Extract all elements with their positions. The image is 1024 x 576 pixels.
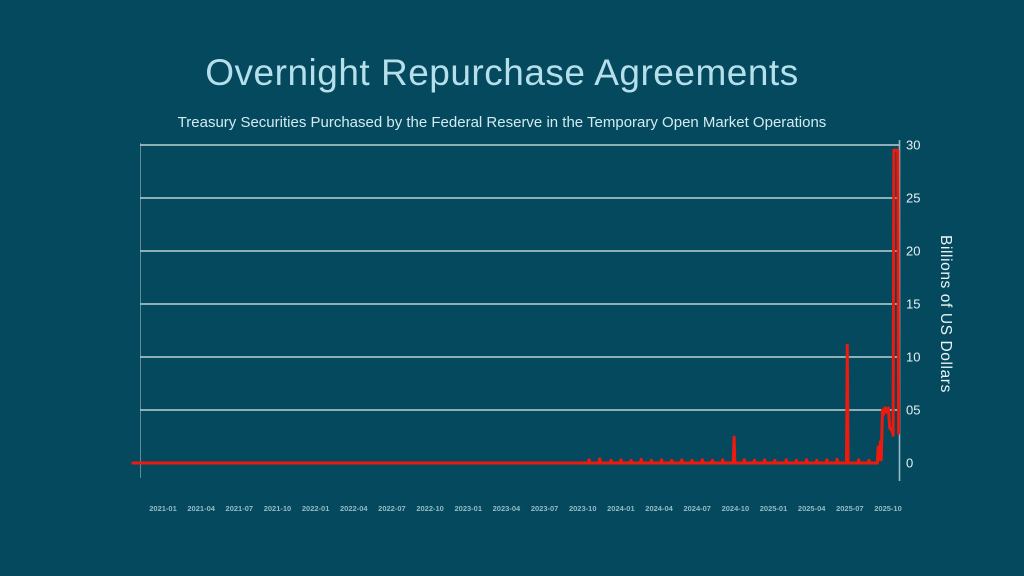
chart-title: Overnight Repurchase Agreements [205, 52, 799, 93]
y-tick-label: 05 [906, 403, 920, 418]
x-tick-label: 2021-01 [149, 504, 177, 513]
y-tick-label: 0 [906, 456, 913, 471]
y-tick-label: 25 [906, 191, 920, 206]
x-tick-label: 2023-07 [531, 504, 559, 513]
y-axis-title: Billions of US Dollars [937, 235, 954, 393]
x-tick-label: 2023-10 [569, 504, 597, 513]
x-tick-label: 2025-01 [760, 504, 788, 513]
x-tick-label: 2025-10 [874, 504, 902, 513]
x-tick-label: 2021-07 [226, 504, 254, 513]
chart-subtitle: Treasury Securities Purchased by the Fed… [177, 114, 827, 131]
data-line-series [131, 148, 901, 465]
x-tick-label: 2021-10 [264, 504, 292, 513]
x-tick-label: 2021-04 [187, 504, 215, 513]
y-tick-label: 15 [906, 297, 920, 312]
x-tick-label: 2022-01 [302, 504, 330, 513]
x-tick-label: 2025-04 [798, 504, 826, 513]
x-tick-label: 2023-01 [454, 504, 482, 513]
x-tick-label: 2022-10 [416, 504, 444, 513]
x-tick-label: 2022-07 [378, 504, 406, 513]
x-tick-label: 2025-07 [836, 504, 864, 513]
x-tick-label: 2024-01 [607, 504, 635, 513]
x-tick-label: 2024-04 [645, 504, 673, 513]
y-tick-label: 30 [906, 138, 920, 153]
x-tick-label: 2023-04 [493, 504, 521, 513]
x-tick-label: 2024-10 [722, 504, 750, 513]
x-tick-label: 2024-07 [683, 504, 711, 513]
y-tick-label: 20 [906, 244, 920, 259]
x-tick-label: 2022-04 [340, 504, 368, 513]
y-tick-label: 10 [906, 350, 920, 365]
